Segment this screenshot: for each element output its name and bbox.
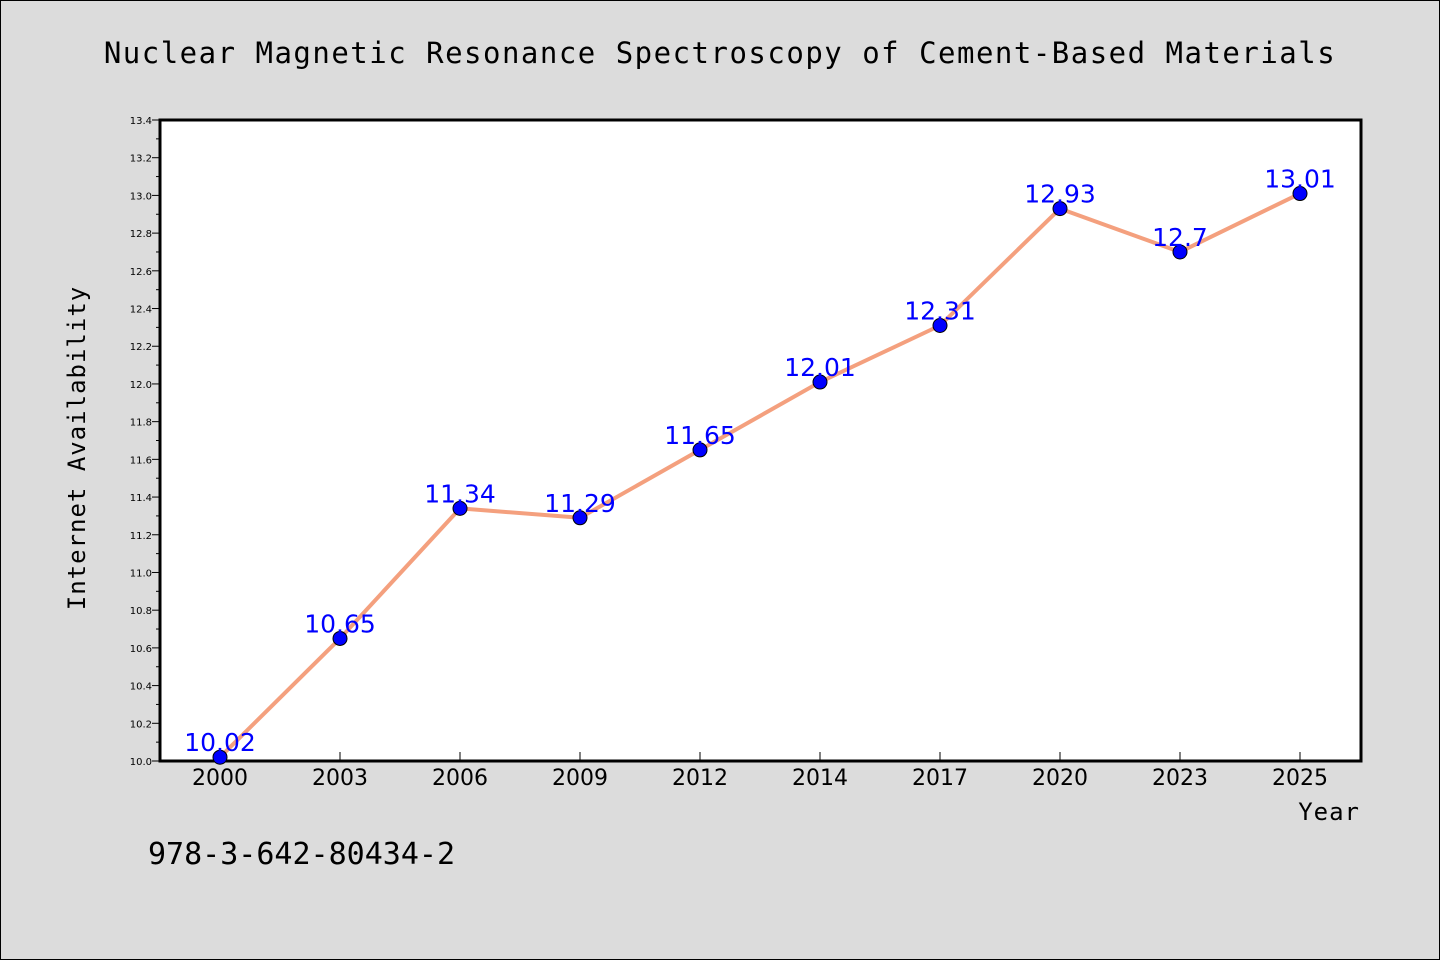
data-label: 10.65 <box>304 609 376 638</box>
y-axis: 10.0 10.2 10.4 10.6 10.8 11.0 11.2 11.4 11.6 11.8… <box>130 116 160 768</box>
y-tick-label: 10.0 <box>130 757 152 768</box>
data-label: 13.01 <box>1264 165 1336 194</box>
data-point-marker <box>1172 244 1188 260</box>
x-tick-label: 2023 <box>1152 766 1208 791</box>
x-tick-label: 2009 <box>552 766 608 791</box>
y-tick-label: 11.0 <box>130 568 152 579</box>
data-label: 12.31 <box>904 296 976 325</box>
data-point-marker <box>812 374 828 390</box>
data-label: 11.34 <box>424 479 496 508</box>
data-point-marker <box>932 317 948 333</box>
isbn-text: 978-3-642-80434-2 <box>148 837 455 872</box>
y-tick-label: 13.2 <box>130 154 152 165</box>
y-tick-label: 10.6 <box>130 644 152 655</box>
data-point-marker <box>692 442 708 458</box>
y-tick-label: 13.4 <box>130 116 152 127</box>
data-label: 10.02 <box>184 728 256 757</box>
y-tick-label: 12.0 <box>130 380 152 391</box>
x-axis: 2000 2003 2006 2009 2012 2014 2017 2020 2023 2025 <box>192 752 1328 791</box>
x-tick-label: 2020 <box>1032 766 1088 791</box>
x-tick-label: 2025 <box>1272 766 1328 791</box>
y-tick-label: 12.6 <box>130 267 152 278</box>
y-tick-label: 10.2 <box>130 719 152 730</box>
y-tick-label: 11.6 <box>130 455 152 466</box>
y-tick-label: 12.4 <box>130 305 152 316</box>
x-axis-label: Year <box>1298 798 1360 826</box>
data-point-marker <box>332 630 348 646</box>
y-tick-label: 10.8 <box>130 606 152 617</box>
y-axis-label: Internet Availability <box>63 286 91 610</box>
y-tick-label: 12.2 <box>130 342 152 353</box>
y-tick-label: 11.8 <box>130 418 152 429</box>
chart-title: Nuclear Magnetic Resonance Spectroscopy … <box>104 36 1336 70</box>
y-tick-label: 10.4 <box>130 682 152 693</box>
data-point-marker <box>1052 201 1068 217</box>
y-tick-label: 11.4 <box>130 493 152 504</box>
x-tick-label: 2012 <box>672 766 728 791</box>
data-point-marker <box>212 749 228 765</box>
data-point-marker <box>572 510 588 526</box>
y-tick-label: 12.8 <box>130 229 152 240</box>
series-group: 10.02 10.65 11.34 11.29 11.65 12.01 12.31 12.93… <box>184 165 1336 765</box>
data-point-marker <box>452 500 468 516</box>
x-tick-label: 2006 <box>432 766 488 791</box>
data-point-marker <box>1292 186 1308 202</box>
series-line <box>218 191 1302 760</box>
data-label: 12.7 <box>1152 223 1208 252</box>
x-tick-label: 2017 <box>912 766 968 791</box>
x-tick-label: 2003 <box>312 766 368 791</box>
data-label: 12.01 <box>784 353 856 382</box>
plot-area <box>158 118 1363 763</box>
x-tick-label: 2000 <box>192 766 248 791</box>
x-tick-label: 2014 <box>792 766 848 791</box>
y-tick-label: 11.2 <box>130 531 152 542</box>
data-label: 12.93 <box>1024 180 1096 209</box>
data-label: 11.29 <box>544 489 616 518</box>
y-tick-label: 13.0 <box>130 191 152 202</box>
data-label: 11.65 <box>664 421 736 450</box>
